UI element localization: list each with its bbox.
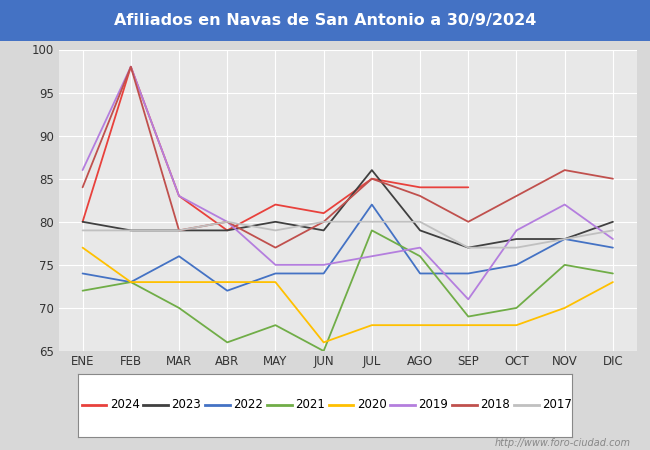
Text: 2022: 2022 bbox=[233, 399, 263, 411]
Text: 2021: 2021 bbox=[295, 399, 325, 411]
Text: 2024: 2024 bbox=[110, 399, 140, 411]
Text: Afiliados en Navas de San Antonio a 30/9/2024: Afiliados en Navas de San Antonio a 30/9… bbox=[114, 13, 536, 28]
Text: 2023: 2023 bbox=[172, 399, 202, 411]
Text: 2017: 2017 bbox=[542, 399, 572, 411]
Text: 2019: 2019 bbox=[419, 399, 448, 411]
Text: 2020: 2020 bbox=[357, 399, 387, 411]
Text: http://www.foro-ciudad.com: http://www.foro-ciudad.com bbox=[495, 438, 630, 448]
Text: 2018: 2018 bbox=[480, 399, 510, 411]
